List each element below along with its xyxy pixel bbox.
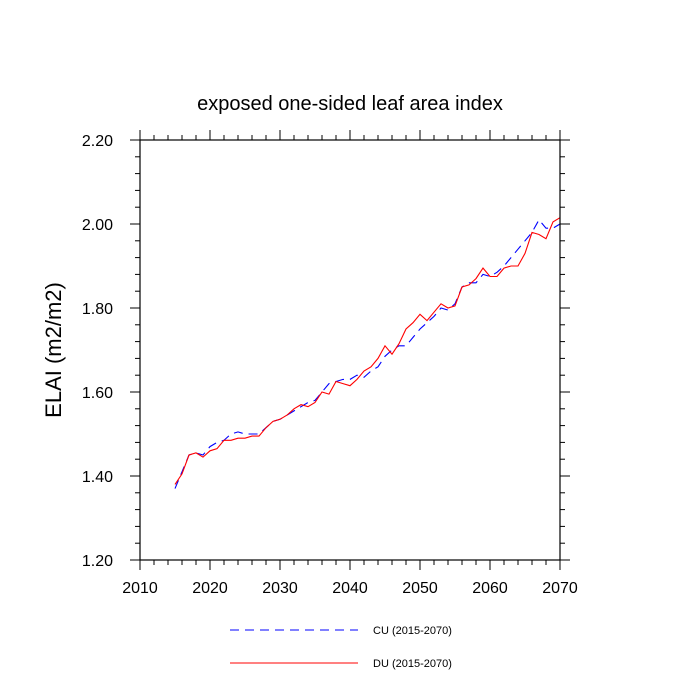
- x-tick-label: 2050: [402, 580, 438, 597]
- x-tick-label: 2010: [122, 580, 158, 597]
- x-tick-label: 2020: [192, 580, 228, 597]
- series-line-2: [174, 217, 561, 485]
- y-axis-label: ELAI (m2/m2): [41, 282, 66, 418]
- y-tick-label: 1.60: [82, 385, 113, 402]
- legend-label: CU (2015-2070): [373, 625, 452, 637]
- axis-ticks: [130, 130, 570, 570]
- x-tick-label: 2040: [332, 580, 368, 597]
- legend: CU (2015-2070) DU (2015-2070): [230, 625, 452, 670]
- x-tick-label: 2070: [542, 580, 578, 597]
- legend-label: DU (2015-2070): [373, 658, 452, 670]
- x-tick-label: 2030: [262, 580, 298, 597]
- series-layer: [174, 217, 561, 489]
- y-tick-label: 2.00: [82, 217, 113, 234]
- x-tick-label: 2060: [472, 580, 508, 597]
- chart-title: exposed one-sided leaf area index: [197, 93, 503, 115]
- series-line-1: [174, 218, 561, 489]
- y-tick-label: 1.80: [82, 301, 113, 318]
- y-tick-label: 2.20: [82, 133, 113, 150]
- plot-frame: [139, 139, 561, 561]
- tick-labels: 2010 2020 2030 2040 2050 2060 2070 1.20 1.40 1.60…: [82, 133, 578, 597]
- y-tick-label: 1.40: [82, 469, 113, 486]
- y-tick-label: 1.20: [82, 553, 113, 570]
